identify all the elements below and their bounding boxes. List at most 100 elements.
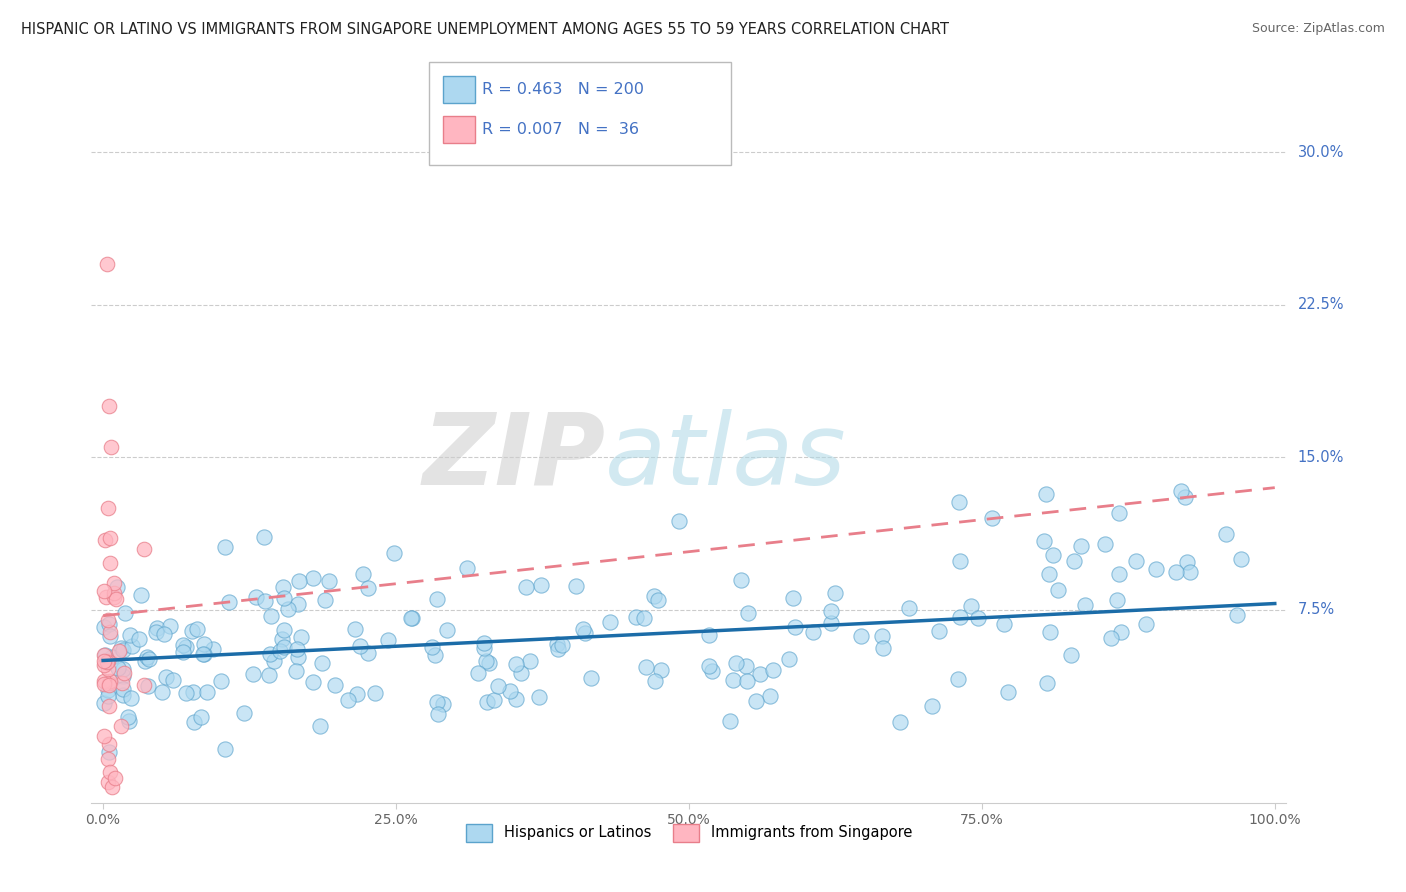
Point [478,656,501,670]
Point [273,591,295,605]
Point [574,626,596,640]
Point [960,599,983,614]
Point [1144,562,1167,576]
Point [193,648,215,662]
Point [352,567,374,582]
Legend: Hispanics or Latinos, Immigrants from Singapore: Hispanics or Latinos, Immigrants from Si… [460,818,918,847]
Point [93,729,115,743]
Point [94,648,117,662]
Point [145,625,167,640]
Point [346,687,368,701]
Point [1170,483,1192,498]
Point [105,592,128,607]
Point [1178,565,1201,579]
Point [110,640,132,655]
Point [98,765,121,780]
Point [107,661,129,675]
Point [132,541,156,556]
Point [718,714,741,729]
Point [509,665,531,680]
Point [97,775,120,789]
Point [426,695,449,709]
Point [98,532,121,546]
Point [467,666,489,681]
Point [100,440,122,454]
Point [120,690,142,705]
Point [436,623,458,637]
Point [737,606,759,620]
Point [93,677,115,691]
Point [425,648,447,663]
Point [94,590,117,604]
Point [288,574,311,588]
Point [783,620,806,634]
Point [702,664,724,678]
Point [759,689,782,703]
Point [928,624,950,638]
Point [290,630,312,644]
Point [498,683,520,698]
Point [505,692,527,706]
Point [186,622,208,636]
Point [1035,487,1057,501]
Point [948,495,970,509]
Point [515,580,537,594]
Point [311,656,333,670]
Point [120,627,142,641]
Point [97,683,120,698]
Text: R = 0.463   N = 200: R = 0.463 N = 200 [482,82,644,96]
Point [318,574,340,588]
Point [93,696,115,710]
Point [824,586,846,600]
Point [245,590,267,604]
Point [633,610,655,624]
Point [382,546,405,560]
Point [103,575,125,590]
Point [214,742,236,756]
Point [357,646,380,660]
Point [159,618,181,632]
Point [505,657,527,672]
Point [121,639,143,653]
Point [93,654,115,668]
Point [624,609,647,624]
Point [309,719,332,733]
Point [112,669,135,683]
Point [181,624,204,639]
Point [155,671,177,685]
Point [131,588,153,602]
Point [98,400,120,414]
Point [1042,548,1064,562]
Point [193,637,215,651]
Point [145,621,167,635]
Point [948,672,970,686]
Point [820,615,842,630]
Point [98,625,121,640]
Point [474,640,496,655]
Point [1164,565,1187,579]
Point [273,623,295,637]
Point [97,737,120,751]
Point [112,643,135,657]
Point [253,530,276,544]
Point [1108,506,1130,520]
Point [1174,490,1197,504]
Point [749,667,772,681]
Point [572,622,595,636]
Point [1047,583,1070,598]
Point [530,578,553,592]
Point [314,593,336,607]
Point [287,598,309,612]
Point [401,611,423,625]
Point [1036,675,1059,690]
Point [948,610,970,624]
Point [872,641,894,656]
Point [723,673,745,687]
Point [112,682,135,697]
Point [377,632,399,647]
Point [301,674,323,689]
Point [96,257,118,271]
Point [111,676,134,690]
Point [112,689,135,703]
Point [889,714,911,729]
